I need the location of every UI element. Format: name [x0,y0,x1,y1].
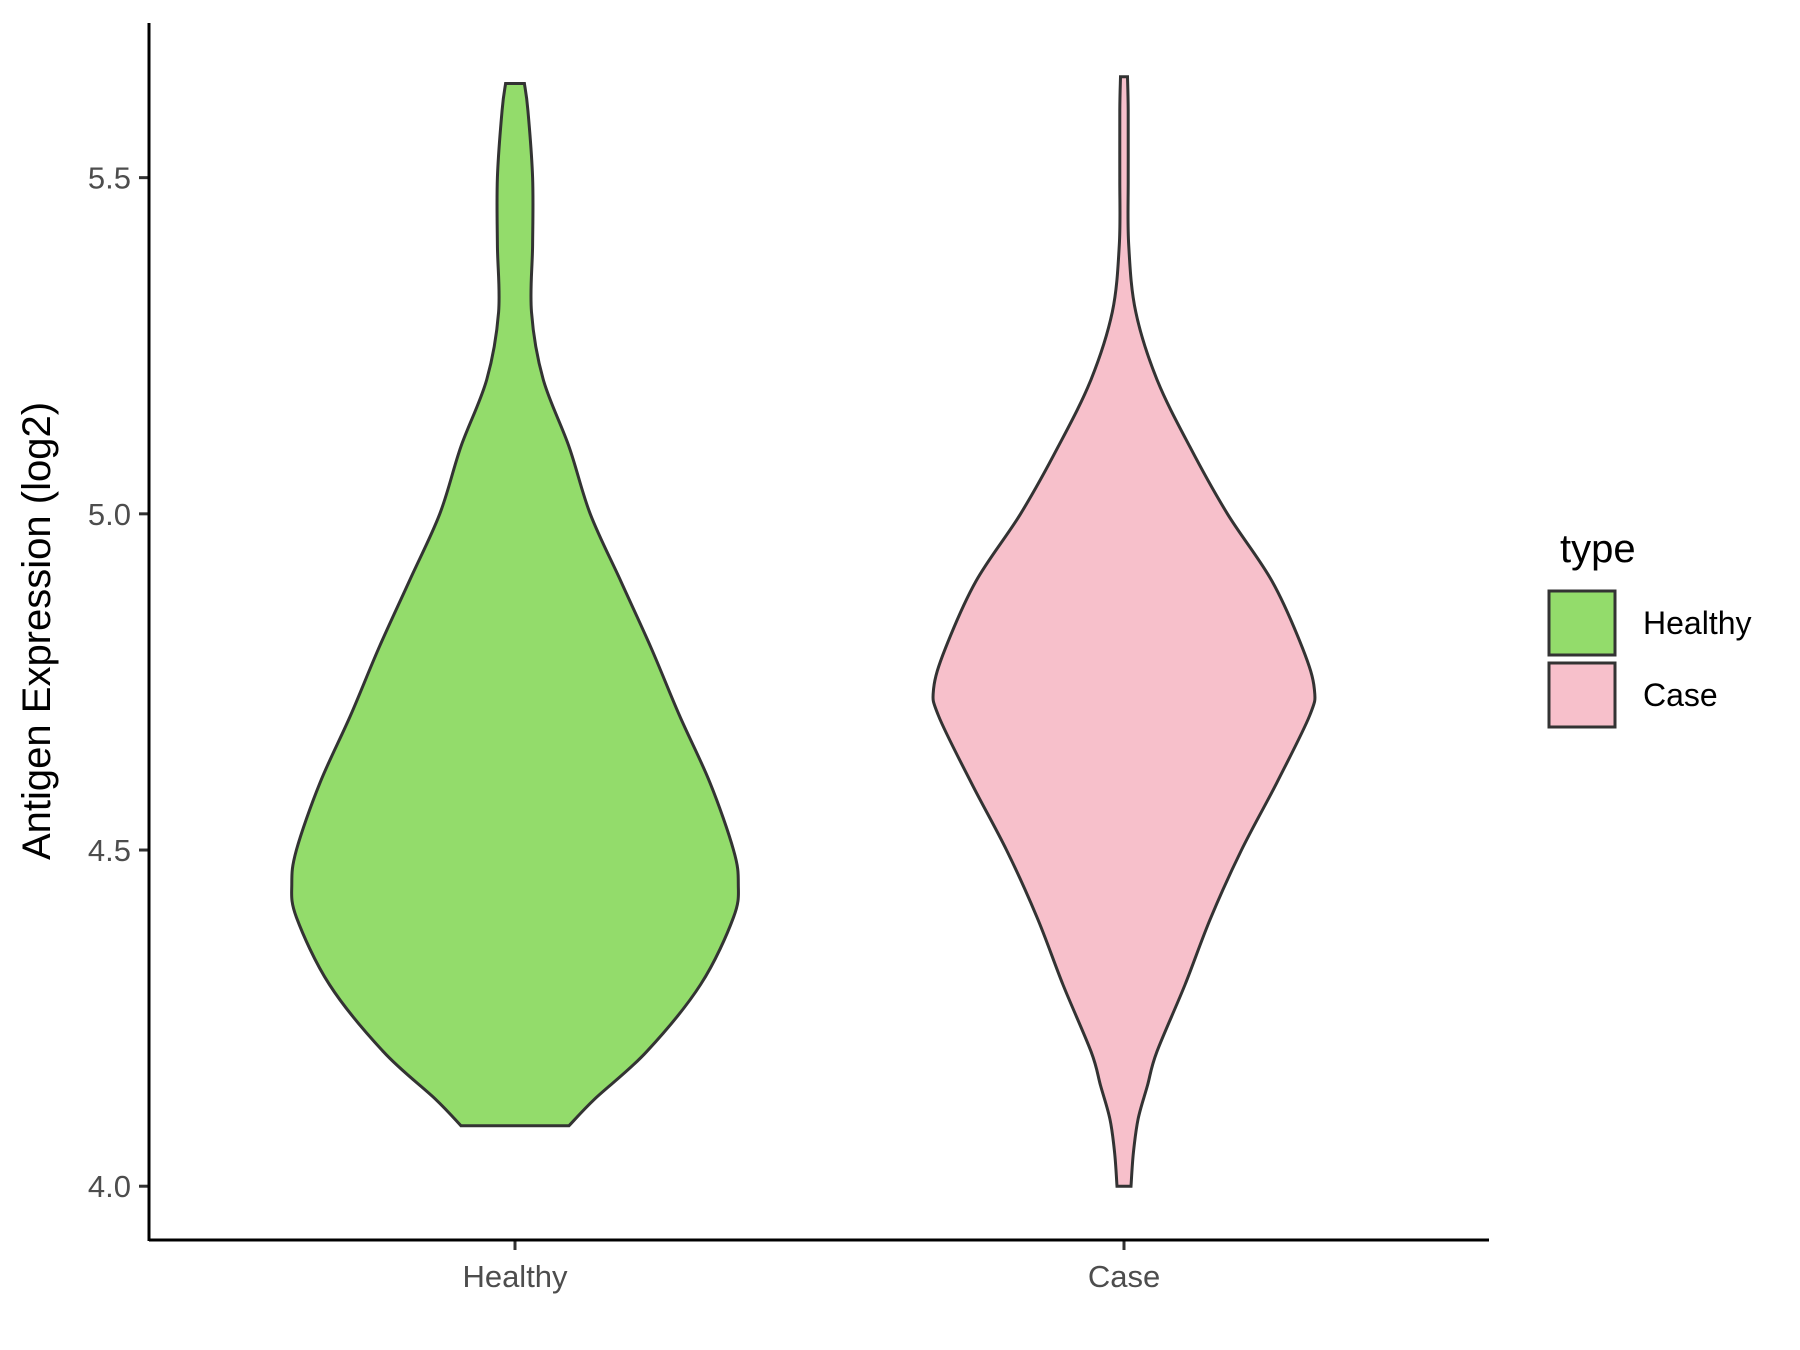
legend-label: Healthy [1643,605,1752,641]
y-tick-label: 4.5 [88,833,131,868]
x-axis-ticks: Healthy Case [462,1240,1160,1294]
legend-label: Case [1643,677,1718,713]
y-tick-label: 4.0 [88,1169,131,1204]
legend-key-healthy [1547,589,1617,657]
legend-entries: Healthy Case [1547,589,1752,729]
violin-healthy [290,82,740,1128]
y-tick-label: 5.5 [88,161,131,196]
y-tick-label: 5.0 [88,497,131,532]
violin-case [931,75,1317,1188]
violins [290,75,1317,1188]
x-tick-label: Healthy [462,1259,568,1294]
legend-key-case [1547,661,1617,729]
y-axis-title: Antigen Expression (log2) [15,402,59,860]
x-tick-label: Case [1088,1259,1160,1294]
legend: type Healthy Case [1547,527,1752,729]
plot-area: 4.0 4.5 5.0 5.5 Healthy Case [88,23,1489,1294]
legend-title: type [1560,527,1636,571]
y-axis-ticks: 4.0 4.5 5.0 5.5 [88,161,149,1204]
